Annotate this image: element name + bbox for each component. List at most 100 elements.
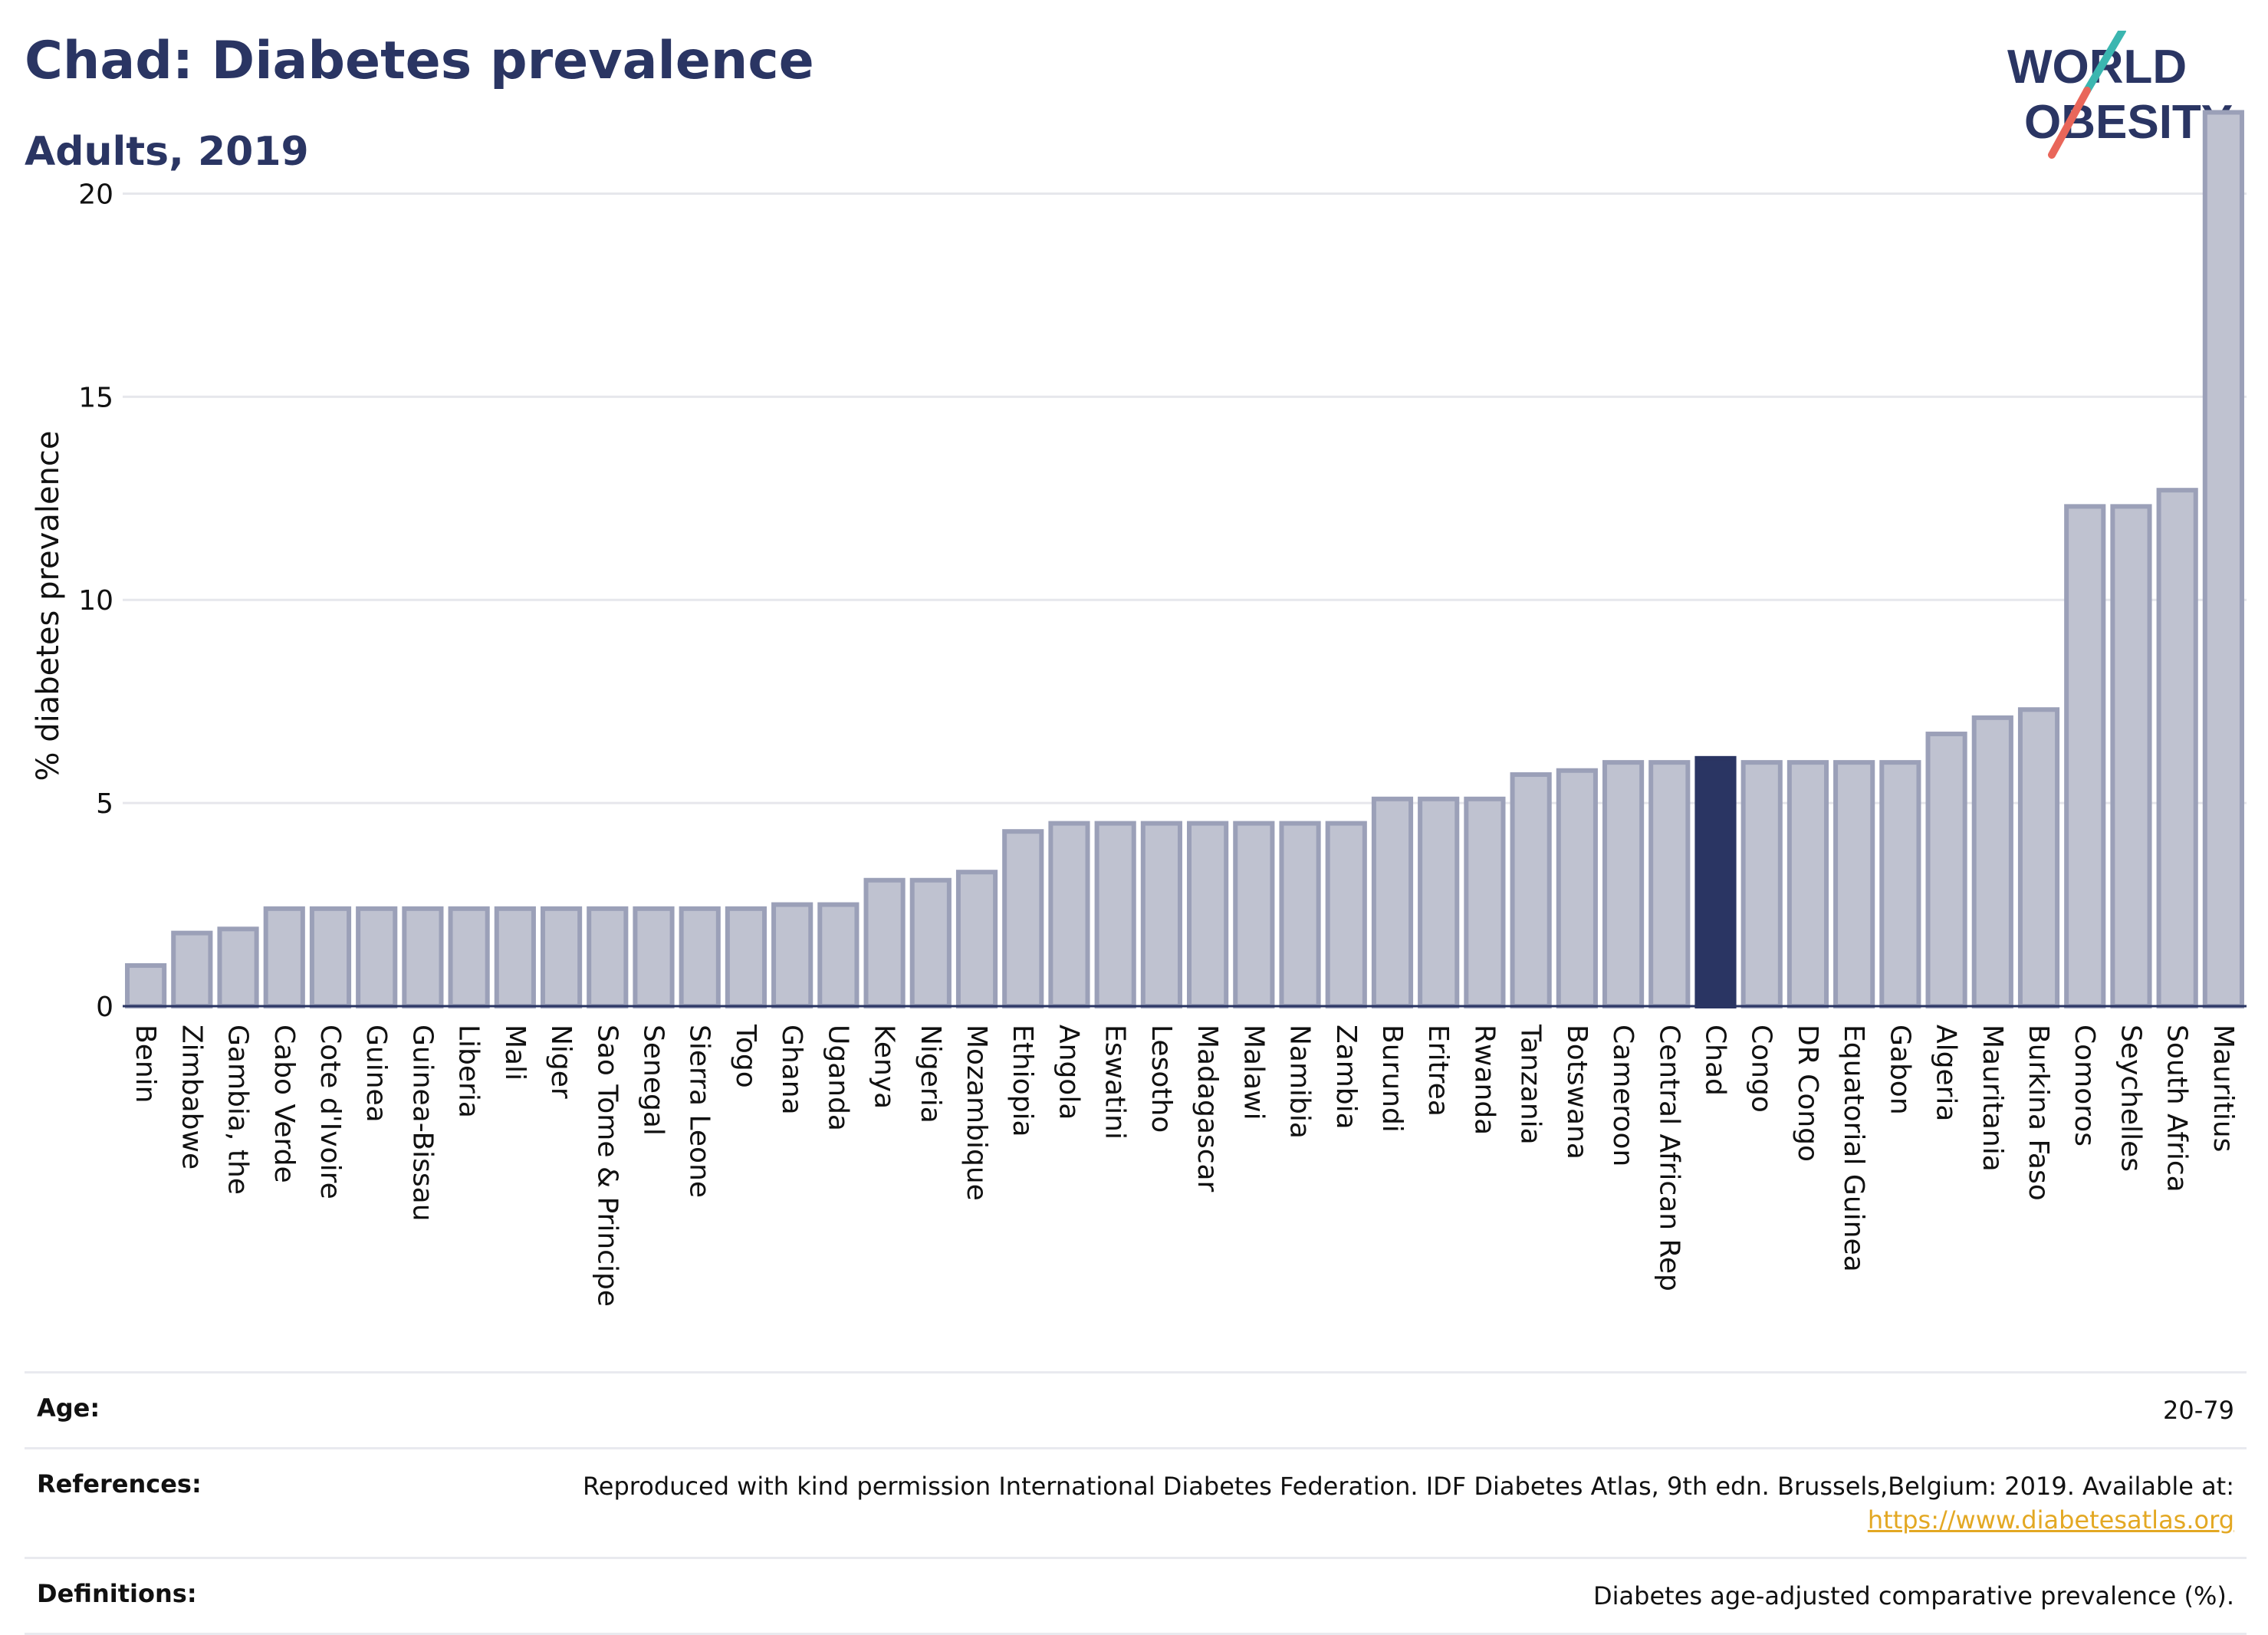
grid-lines (123, 192, 2247, 804)
y-tick-labels: 0 5 10 15 20 (78, 179, 113, 1023)
definitions-label: Definitions: (37, 1579, 197, 1608)
x-tick-label: Tanzania (1515, 1024, 1547, 1145)
x-tick-label: Eritrea (1422, 1025, 1454, 1117)
bar-zambia (1325, 821, 1367, 1008)
x-tick-label: Lesotho (1146, 1025, 1177, 1133)
bar-eritrea (1418, 796, 1460, 1009)
x-tick-label: Chad (1700, 1025, 1731, 1096)
bar-lesotho (1140, 821, 1182, 1008)
x-tick-label: Gambia, the (222, 1025, 254, 1195)
y-tick-label: 10 (78, 585, 113, 617)
bar-liberia (448, 906, 490, 1009)
bar-cote-d-ivoire (309, 906, 352, 1009)
x-tick-label: Gabon (1884, 1025, 1915, 1115)
chart-title: Chad: Diabetes prevalence (25, 31, 814, 91)
bar-benin (125, 963, 167, 1008)
y-tick-label: 0 (96, 992, 113, 1023)
bar-togo (725, 906, 768, 1009)
bar-zimbabwe (171, 930, 213, 1009)
bar-algeria (1925, 732, 1967, 1008)
x-tick-label: Benin (130, 1025, 161, 1103)
bar-burkina-faso (2017, 707, 2060, 1008)
x-tick-label: Madagascar (1192, 1025, 1223, 1193)
references-text: Reproduced with kind permission Internat… (582, 1472, 2234, 1501)
bar-namibia (1279, 821, 1321, 1008)
x-tick-label: Sierra Leone (684, 1025, 715, 1198)
age-label: Age: (37, 1393, 100, 1423)
bar-tanzania (1510, 772, 1552, 1008)
x-tick-label: DR Congo (1792, 1025, 1823, 1162)
world-obesity-logo: WORLD OBESITY (2007, 31, 2233, 159)
bar-sao-tome-principe (587, 906, 629, 1009)
bar-chart: 0 5 10 15 20 Benin Zimbabwe Gambia, the Cabo Ve… (31, 110, 2247, 1307)
bar-mali (494, 906, 536, 1009)
info-row-references: References: Reproduced with kind permiss… (25, 1448, 2247, 1558)
age-value: 20-79 (2163, 1396, 2234, 1425)
bar-eswatini (1094, 821, 1136, 1008)
bar-rwanda (1464, 796, 1506, 1009)
x-tick-label: Namibia (1284, 1025, 1316, 1139)
bar-uganda (817, 902, 860, 1008)
bar-gabon (1879, 760, 1921, 1009)
bar-gambia-the (217, 926, 259, 1008)
references-link[interactable]: https://www.diabetesatlas.org (1867, 1505, 2234, 1535)
bar-guinea-bissau (402, 906, 444, 1009)
bar-madagascar (1187, 821, 1229, 1008)
x-tick-label: Angola (1053, 1025, 1084, 1120)
x-tick-label: Comoros (2069, 1025, 2100, 1146)
bar-ghana (771, 902, 814, 1008)
x-tick-label: Senegal (638, 1025, 669, 1136)
bar-ethiopia (1002, 829, 1044, 1008)
x-tick-label: Mozambique (961, 1025, 992, 1201)
info-row-definitions: Definitions: Diabetes age-adjusted compa… (25, 1558, 2247, 1634)
y-tick-label: 15 (78, 382, 113, 413)
bar-kenya (863, 877, 906, 1009)
x-tick-label: Ethiopia (1007, 1025, 1038, 1137)
y-tick-label: 5 (96, 788, 113, 820)
bar-mauritius (2202, 110, 2244, 1008)
bar-south-africa (2156, 488, 2198, 1008)
chart-subtitle: Adults, 2019 (25, 129, 309, 175)
bar-senegal (633, 906, 675, 1009)
x-tick-label: Sao Tome & Principe (591, 1025, 623, 1307)
x-tick-label: Cabo Verde (268, 1025, 300, 1183)
bar-cabo-verde (263, 906, 305, 1009)
x-tick-label: Niger (545, 1025, 577, 1099)
x-tick-labels: Benin Zimbabwe Gambia, the Cabo Verde Cote d… (130, 1024, 2239, 1307)
x-tick-label: Uganda (822, 1025, 853, 1131)
bar-dr-congo (1786, 760, 1829, 1009)
x-tick-label: Kenya (869, 1025, 900, 1109)
bar-malawi (1233, 821, 1275, 1008)
bar-nigeria (909, 877, 952, 1009)
bar-mozambique (955, 870, 998, 1008)
x-tick-label: Seychelles (2115, 1025, 2146, 1172)
x-tick-label: Cameroon (1607, 1025, 1639, 1166)
bar-congo (1740, 760, 1783, 1009)
definitions-value: Diabetes age-adjusted comparative preval… (1593, 1581, 2234, 1610)
references-value: Reproduced with kind permission Internat… (267, 1449, 2247, 1558)
x-tick-label: Eswatini (1099, 1025, 1131, 1140)
logo-slash-bottom (2048, 87, 2091, 159)
x-tick-label: Zambia (1330, 1025, 1362, 1130)
x-tick-label: Mali (499, 1025, 531, 1081)
info-row-age: Age: 20-79 (25, 1372, 2247, 1449)
x-tick-label: Rwanda (1468, 1025, 1500, 1135)
x-tick-label: South Africa (2161, 1025, 2193, 1193)
x-tick-label: Mauritius (2207, 1025, 2239, 1152)
bar-cameroon (1602, 760, 1645, 1009)
bar-central-african-rep (1648, 760, 1691, 1009)
bar-comoros (2064, 504, 2106, 1008)
bar-guinea (356, 906, 398, 1009)
x-tick-label: Equatorial Guinea (1838, 1025, 1869, 1272)
x-tick-label: Mauritania (1977, 1025, 2008, 1172)
info-table: Age: 20-79 References: Reproduced with k… (25, 1371, 2247, 1635)
bar-angola (1048, 821, 1090, 1008)
x-tick-label: Ghana (776, 1025, 807, 1115)
x-tick-label: Botswana (1561, 1025, 1593, 1160)
bar-equatorial-guinea (1833, 760, 1875, 1009)
y-axis-label: % diabetes prevalence (31, 430, 66, 781)
logo-slash-top (2083, 31, 2126, 94)
x-tick-label: Guinea-Bissau (406, 1025, 438, 1222)
y-tick-label: 20 (78, 179, 113, 210)
x-tick-label: Liberia (453, 1025, 485, 1118)
